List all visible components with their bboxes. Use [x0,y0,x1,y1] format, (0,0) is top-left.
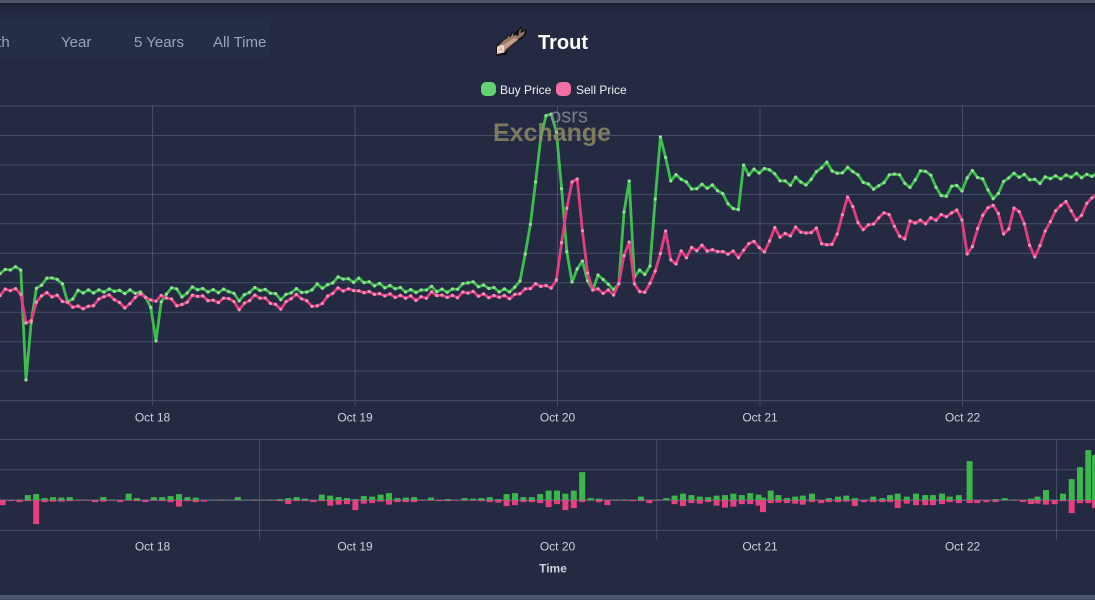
svg-text:Oct 20: Oct 20 [540,411,576,425]
svg-text:Oct 19: Oct 19 [337,540,373,554]
svg-text:osrs: osrs [550,106,588,128]
svg-text:Oct 18: Oct 18 [135,540,171,554]
svg-text:Oct 18: Oct 18 [135,411,171,425]
svg-text:Oct 21: Oct 21 [742,540,778,554]
svg-text:Oct 22: Oct 22 [945,411,981,425]
svg-text:Oct 21: Oct 21 [742,411,778,425]
svg-text:Oct 20: Oct 20 [540,540,576,554]
svg-text:Oct 19: Oct 19 [337,411,373,425]
svg-text:Exchange: Exchange [493,119,611,147]
svg-text:Time: Time [539,562,567,576]
svg-text:Oct 22: Oct 22 [945,540,981,554]
